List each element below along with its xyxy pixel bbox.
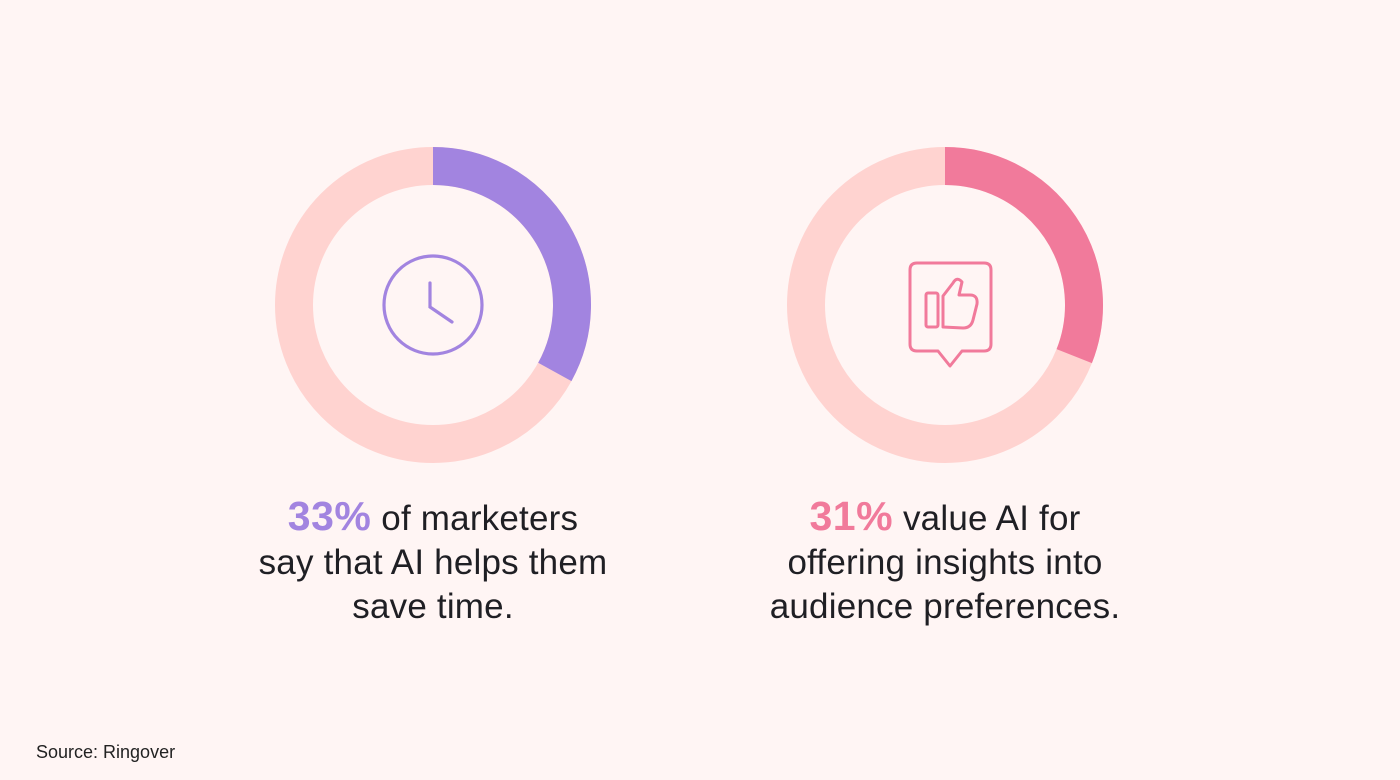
- caption-line-3: save time.: [352, 587, 514, 626]
- donut-arc-31-percent: [944, 147, 1103, 364]
- donut-chart-time-saving: [275, 147, 591, 463]
- stat-percent: 31%: [809, 493, 894, 539]
- caption-line-1: value AI for: [893, 499, 1081, 538]
- source-credit: Source: Ringover: [36, 742, 176, 762]
- clock-icon: [382, 254, 484, 356]
- caption-line-2: offering insights into: [787, 543, 1103, 582]
- stat-caption: 33% of marketers say that AI helps them …: [193, 494, 673, 629]
- thumbs-up-icon: [908, 261, 993, 368]
- caption-line-1: of marketers: [371, 499, 579, 538]
- donut-chart-audience-insights: [787, 147, 1103, 463]
- caption-line-3: audience preferences.: [769, 587, 1121, 626]
- stat-percent: 33%: [287, 493, 372, 539]
- stat-caption: 31% value AI for offering insights into …: [705, 494, 1185, 629]
- caption-line-2: say that AI helps them: [258, 543, 608, 582]
- donut-arc-33-percent: [432, 147, 591, 382]
